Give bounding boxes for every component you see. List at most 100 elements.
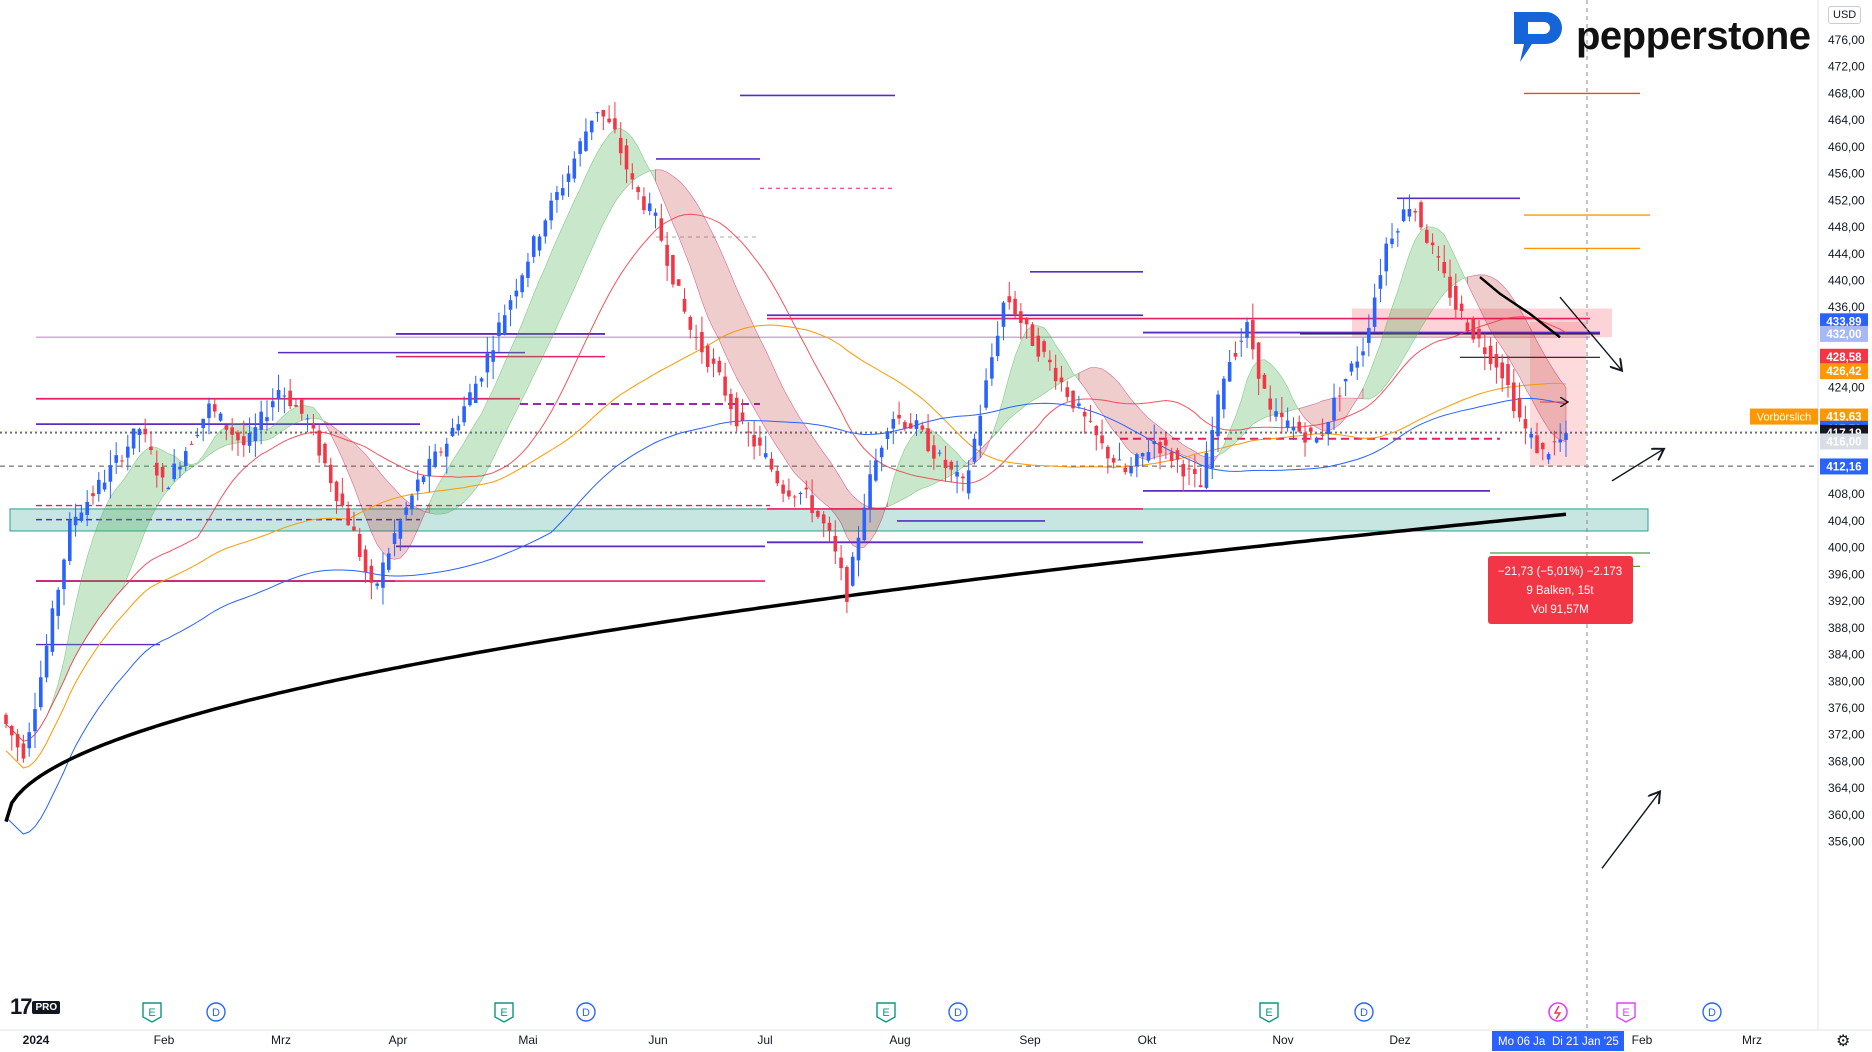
candle <box>798 492 803 495</box>
candle <box>885 431 890 439</box>
candle <box>821 514 826 524</box>
candle <box>868 474 872 509</box>
candle <box>346 508 350 526</box>
candle <box>1343 378 1348 382</box>
candle <box>1442 261 1447 274</box>
candle <box>1164 439 1168 446</box>
candle <box>27 732 31 749</box>
candle <box>241 436 246 446</box>
candle <box>1274 411 1278 417</box>
y-tick-label: 376,00 <box>1828 701 1865 715</box>
candle <box>1419 202 1423 228</box>
candle <box>845 566 849 602</box>
price-tag <box>1820 408 1868 425</box>
x-tick-label: Nov <box>1272 1033 1293 1047</box>
candle <box>682 298 687 312</box>
candle <box>491 350 495 362</box>
candle <box>1297 421 1302 432</box>
candle <box>665 244 669 266</box>
candle <box>1285 420 1290 428</box>
candle <box>1564 433 1568 440</box>
candle <box>1280 412 1284 418</box>
candle <box>444 443 449 457</box>
price-tag <box>1820 458 1868 475</box>
candle <box>282 395 287 397</box>
candle <box>1338 395 1342 397</box>
candle <box>1471 318 1476 340</box>
candle <box>729 393 733 410</box>
candle <box>1222 378 1226 410</box>
candle <box>1013 298 1017 316</box>
candle <box>595 112 600 114</box>
settings-gear-icon[interactable]: ⚙ <box>1836 1033 1851 1050</box>
up-arrow <box>1611 449 1664 482</box>
candle <box>73 516 78 526</box>
candle <box>195 434 200 437</box>
candle <box>468 392 472 406</box>
currency-selector[interactable]: USD <box>1828 6 1862 24</box>
price-tag-label: 426,42 <box>1826 366 1861 378</box>
candle <box>1361 351 1365 356</box>
y-tick-label: 424,00 <box>1828 380 1865 394</box>
candle <box>68 520 72 561</box>
dividend-icon <box>1354 1002 1374 1022</box>
candle <box>334 481 339 501</box>
event-label: D <box>954 1007 962 1019</box>
y-tick-label: 360,00 <box>1828 808 1865 822</box>
ema-cloud <box>428 128 656 515</box>
candle <box>1558 439 1562 443</box>
candle <box>386 553 391 570</box>
ema-cloud <box>991 325 1080 439</box>
crosshair-date-right: Di 21 Jan '25 <box>1552 1036 1619 1048</box>
candle <box>50 608 55 652</box>
measure-text: −21,73 (−5,01%) −2.173 <box>1498 566 1622 578</box>
x-tick-label: Feb <box>1632 1033 1653 1047</box>
candle <box>125 446 130 458</box>
y-tick-label: 408,00 <box>1828 487 1865 501</box>
y-tick-label: 444,00 <box>1828 247 1865 261</box>
candle <box>381 562 385 588</box>
y-tick-label: 388,00 <box>1828 621 1865 635</box>
candle <box>1146 452 1151 461</box>
candle <box>920 425 925 430</box>
candle <box>856 537 861 561</box>
candle <box>1048 359 1052 363</box>
candle <box>723 376 727 396</box>
candle <box>96 479 101 495</box>
ema-cloud <box>5 404 326 742</box>
candle <box>1088 420 1093 422</box>
price-tag <box>1820 313 1868 330</box>
candle <box>253 427 258 442</box>
price-tag <box>1820 325 1868 342</box>
event-label: E <box>882 1007 889 1019</box>
candle <box>740 412 745 421</box>
candle <box>1094 425 1099 436</box>
candle <box>671 255 675 285</box>
candle <box>758 437 762 446</box>
y-tick-label: 436,00 <box>1828 300 1865 314</box>
event-label: D <box>1360 1007 1368 1019</box>
y-tick-label: 372,00 <box>1828 728 1865 742</box>
y-tick-label: 392,00 <box>1828 594 1865 608</box>
candle <box>392 533 397 545</box>
candle <box>508 300 513 310</box>
candle <box>311 424 316 429</box>
price-tag-label: 416,00 <box>1826 436 1861 448</box>
candle <box>149 446 153 451</box>
candle <box>1291 426 1296 431</box>
candle <box>357 533 362 557</box>
candle <box>537 236 542 251</box>
candle <box>914 420 919 430</box>
candle <box>108 465 113 482</box>
candle <box>1529 433 1533 438</box>
candle <box>1187 468 1191 470</box>
candle <box>39 677 43 708</box>
candle <box>676 279 681 286</box>
candle <box>932 445 936 459</box>
candle <box>1204 452 1209 488</box>
candle <box>769 458 774 470</box>
candle <box>711 358 716 364</box>
candle <box>1523 419 1528 429</box>
candle <box>763 453 768 458</box>
